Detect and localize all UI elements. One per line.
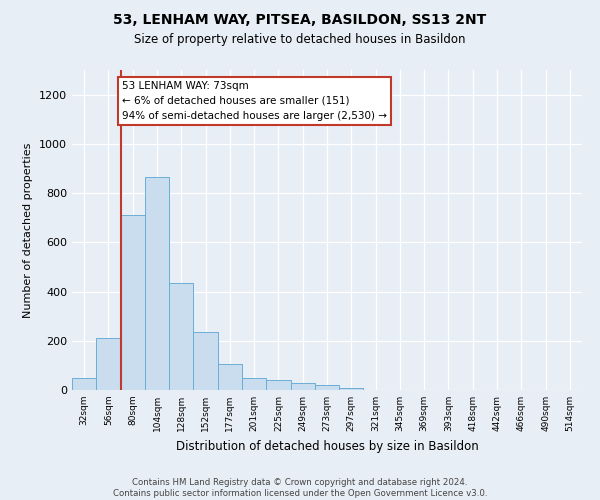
Bar	[72, 378, 96, 390]
Bar	[339, 388, 364, 390]
Text: 53 LENHAM WAY: 73sqm
← 6% of detached houses are smaller (151)
94% of semi-detac: 53 LENHAM WAY: 73sqm ← 6% of detached ho…	[122, 81, 387, 120]
Bar	[169, 283, 193, 390]
X-axis label: Distribution of detached houses by size in Basildon: Distribution of detached houses by size …	[176, 440, 478, 452]
Y-axis label: Number of detached properties: Number of detached properties	[23, 142, 34, 318]
Text: 53, LENHAM WAY, PITSEA, BASILDON, SS13 2NT: 53, LENHAM WAY, PITSEA, BASILDON, SS13 2…	[113, 12, 487, 26]
Bar	[193, 332, 218, 390]
Text: Contains HM Land Registry data © Crown copyright and database right 2024.
Contai: Contains HM Land Registry data © Crown c…	[113, 478, 487, 498]
Bar	[242, 378, 266, 390]
Bar	[266, 380, 290, 390]
Bar	[290, 382, 315, 390]
Bar	[121, 215, 145, 390]
Bar	[96, 338, 121, 390]
Bar	[218, 364, 242, 390]
Bar	[145, 177, 169, 390]
Text: Size of property relative to detached houses in Basildon: Size of property relative to detached ho…	[134, 32, 466, 46]
Bar	[315, 385, 339, 390]
